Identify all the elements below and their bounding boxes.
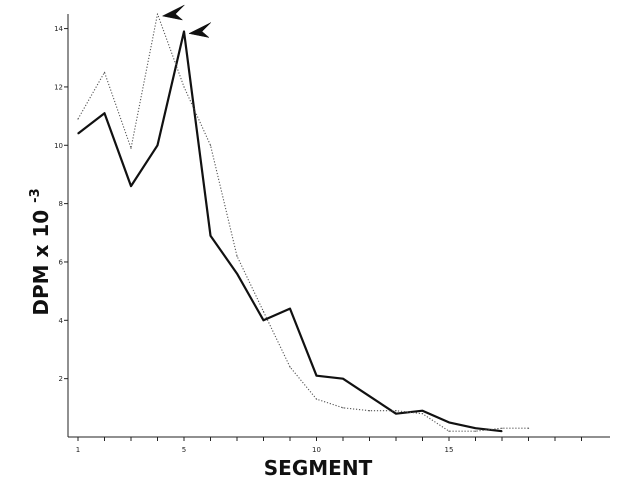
y-tick-label: 12 — [54, 83, 63, 91]
data-point — [262, 310, 265, 313]
series-line-solid — [77, 30, 503, 433]
y-tick-label: 4 — [59, 317, 64, 325]
data-point — [501, 427, 503, 429]
data-point — [77, 133, 79, 135]
arrow-layer — [161, 4, 212, 38]
data-point — [421, 413, 424, 415]
x-tick-label: 1 — [76, 446, 80, 454]
data-point — [474, 427, 477, 429]
data-point — [395, 410, 397, 412]
data-point — [103, 71, 106, 73]
y-tick-label: 6 — [59, 258, 64, 266]
data-point — [262, 319, 265, 321]
data-point — [315, 398, 318, 400]
data-point — [77, 118, 79, 120]
data-point — [156, 144, 159, 146]
data-point — [474, 430, 477, 432]
peak-arrow — [188, 22, 212, 38]
data-point — [289, 366, 291, 368]
data-point — [209, 144, 212, 146]
y-axis-title-group: DPM x 10 -3 — [28, 188, 53, 315]
series-layer — [77, 13, 530, 433]
data-point — [183, 86, 185, 88]
y-tick-label: 10 — [54, 142, 63, 150]
data-point — [289, 308, 291, 310]
data-point — [209, 235, 212, 237]
data-point — [421, 410, 424, 412]
data-point — [342, 378, 344, 380]
data-point — [527, 427, 530, 429]
data-point — [130, 147, 132, 149]
y-axis-title: DPM x 10 — [29, 210, 53, 316]
data-point — [236, 255, 238, 257]
data-point — [130, 185, 132, 187]
y-tick-label: 2 — [59, 375, 63, 383]
x-tick-label: 15 — [445, 446, 454, 454]
data-point — [236, 273, 238, 275]
series-line-dotted — [77, 13, 529, 432]
svg-text:DPM x 10 -3: DPM x 10 -3 — [28, 188, 53, 315]
data-point — [368, 395, 371, 397]
y-axis-title-exponent: -3 — [28, 188, 43, 202]
data-point — [448, 430, 450, 432]
data-point — [183, 30, 185, 33]
data-point — [501, 430, 503, 432]
data-point — [395, 413, 397, 415]
x-tick-label: 5 — [182, 446, 186, 454]
y-tick-label: 8 — [59, 200, 63, 208]
x-tick-label: 10 — [312, 446, 321, 454]
x-axis-title: SEGMENT — [264, 456, 373, 480]
data-point — [103, 112, 106, 114]
data-point — [342, 407, 344, 409]
data-point — [448, 421, 450, 424]
data-point — [156, 13, 159, 15]
peak-arrow — [161, 4, 185, 21]
y-tick-label: 14 — [54, 25, 63, 33]
data-point — [368, 410, 371, 412]
data-point — [315, 375, 318, 377]
